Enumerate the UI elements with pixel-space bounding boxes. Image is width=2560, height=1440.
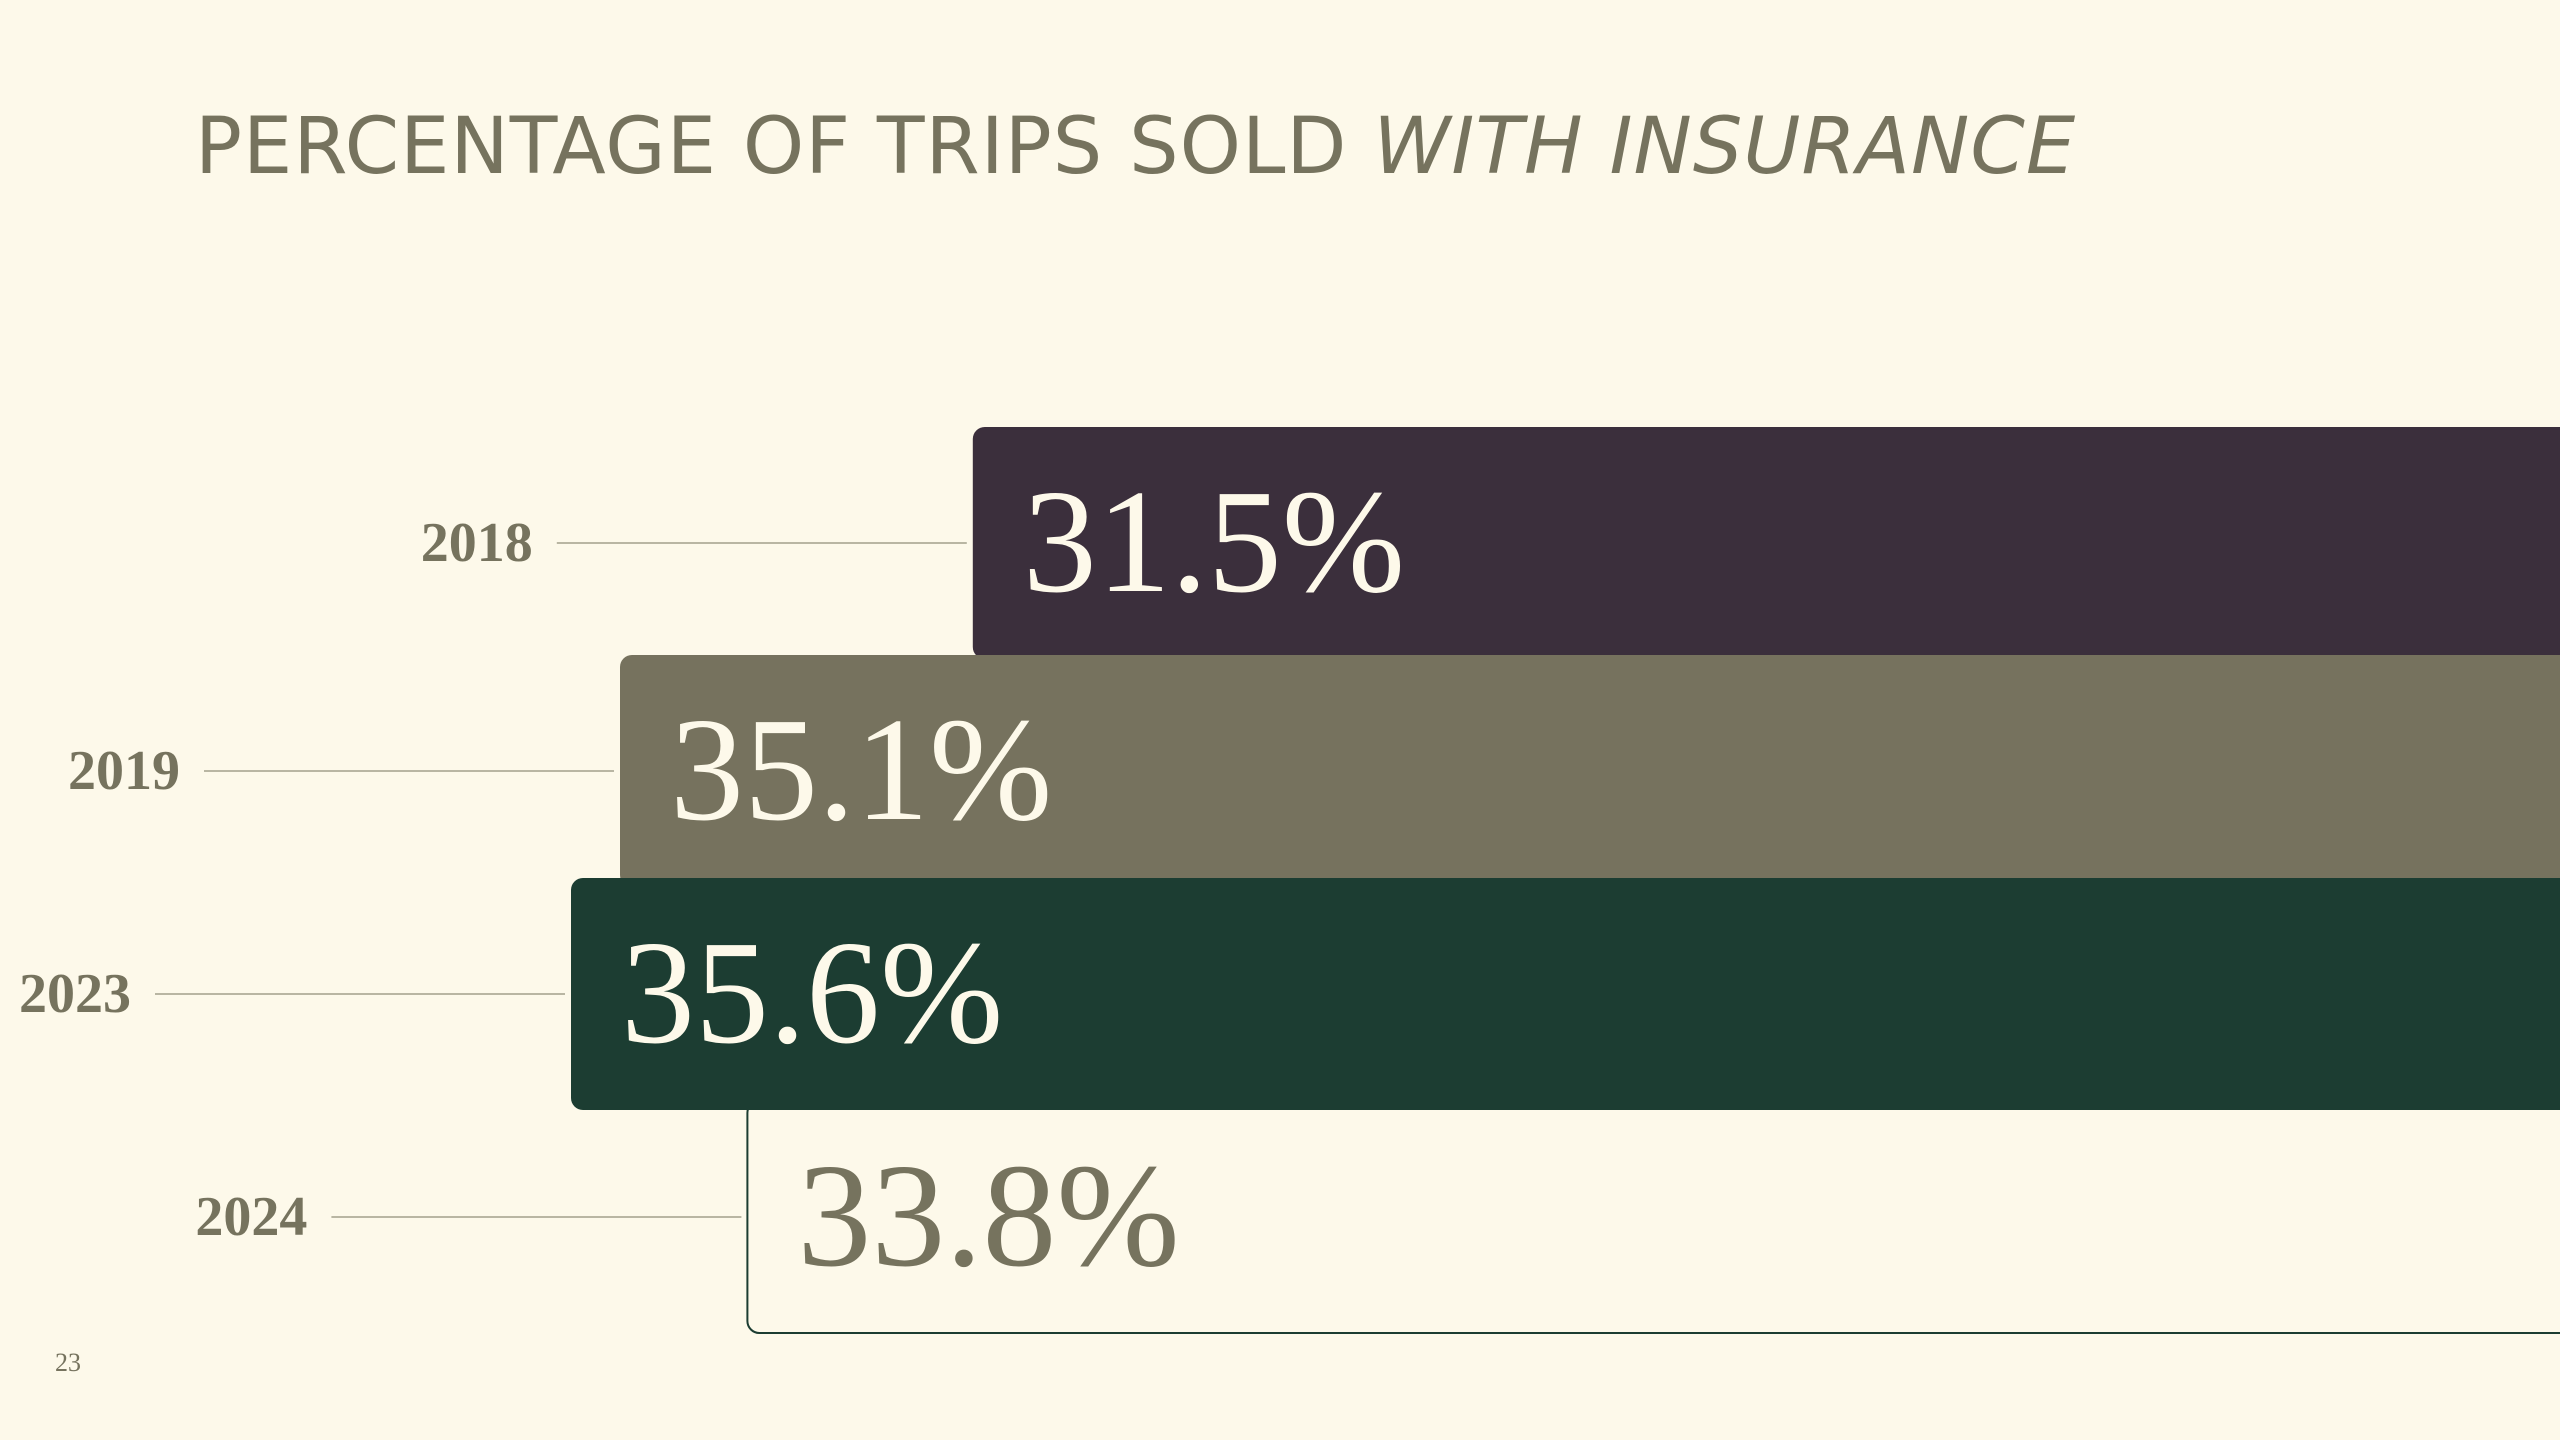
category-label-2024: 2024 bbox=[195, 1186, 307, 1248]
chart-title: PERCENTAGE OF TRIPS SOLD WITH INSURANCE bbox=[195, 92, 2076, 202]
value-label-2019: 35.1% bbox=[670, 688, 1052, 852]
value-label-2024: 33.8% bbox=[797, 1134, 1179, 1298]
title-emphasis: WITH INSURANCE bbox=[1373, 102, 2077, 192]
category-label-2023: 2023 bbox=[19, 963, 131, 1025]
page-number: 23 bbox=[55, 1348, 81, 1377]
category-label-2018: 2018 bbox=[421, 512, 533, 574]
bar-group-2023: 2023 35.6% bbox=[19, 878, 2560, 1110]
value-label-2018: 31.5% bbox=[1023, 460, 1405, 624]
title-plain: PERCENTAGE OF TRIPS SOLD bbox=[195, 102, 1374, 192]
bar-2018 bbox=[972, 427, 2560, 659]
bar-group-2019: 2019 35.1% bbox=[68, 655, 2560, 887]
bar-group-2018: 2018 31.5% bbox=[421, 427, 2560, 659]
category-label-2019: 2019 bbox=[68, 740, 180, 802]
bar-2019 bbox=[620, 655, 2560, 887]
bar-group-2024: 2024 33.8% bbox=[195, 1100, 2560, 1334]
bar-2023 bbox=[571, 878, 2560, 1110]
value-label-2023: 35.6% bbox=[621, 911, 1003, 1075]
